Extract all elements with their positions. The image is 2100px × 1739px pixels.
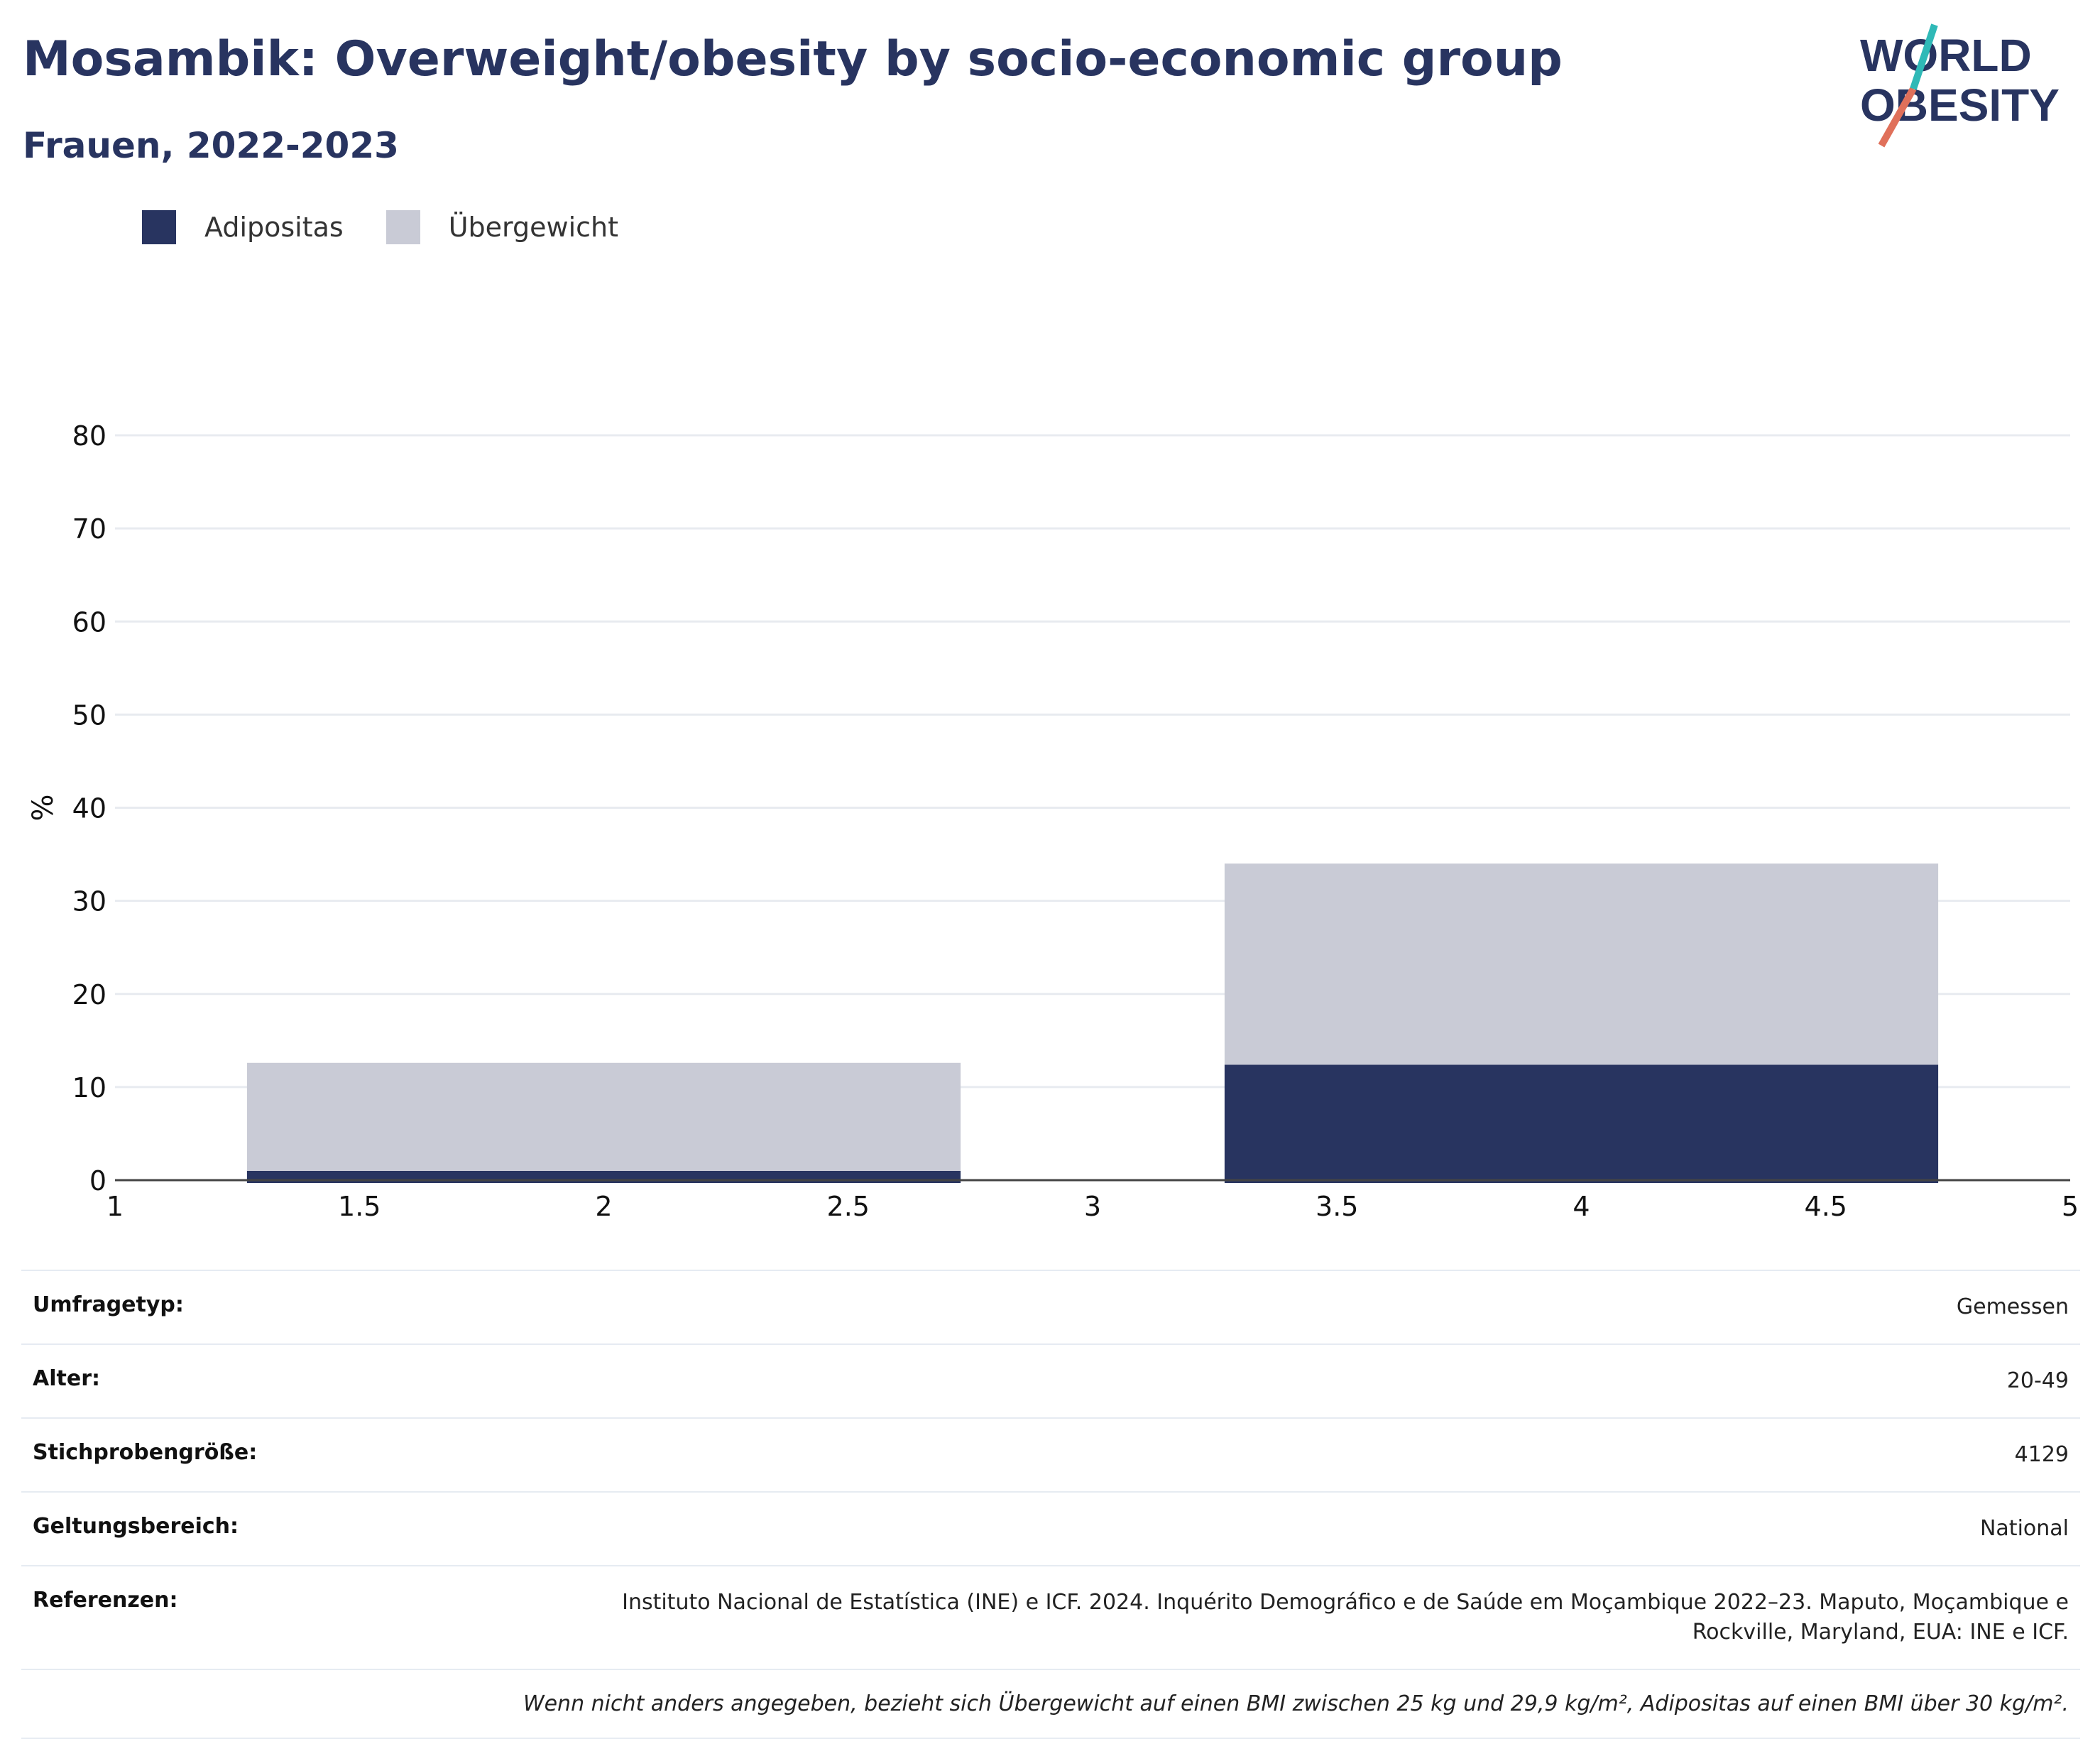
info-row-references: Referenzen: Instituto Nacional de Estatí… [21,1565,2080,1669]
legend-item-overweight[interactable]: Übergewicht [385,210,618,244]
definition-note: Wenn nicht anders angegeben, bezieht sic… [21,1669,2080,1739]
y-tick-label-8: 80 [72,420,106,452]
references-line1: Instituto Nacional de Estatística (INE) … [622,1590,2069,1615]
y-tick-label-0: 0 [89,1165,106,1196]
chart-legend: Adipositas Übergewicht [142,210,661,244]
y-tick-label-6: 60 [72,606,106,638]
y-tick-label-3: 30 [72,886,106,917]
references-line2: Rockville, Maryland, EUA: INE e ICF. [1692,1620,2069,1645]
x-tick-label-4: 3 [1084,1191,1101,1222]
y-tick-label-2: 20 [72,979,106,1010]
logo-slash-red [1878,87,1917,148]
references-label: Referenzen: [21,1565,318,1669]
sample-size-value: 4129 [317,1417,2080,1492]
bar-overweight-1 [1224,863,1939,1065]
y-tick-label-5: 50 [72,699,106,731]
logo-text-line2: OBESITY [1860,80,2060,131]
x-tick-label-8: 5 [2062,1191,2079,1222]
scope-value: National [317,1491,2080,1566]
info-row-sample-size: Stichprobengröße: 4129 [21,1417,2080,1492]
legend-swatch-obesity [142,210,176,244]
world-obesity-logo: WORLD OBESITY [1860,23,2060,148]
info-row-note: Wenn nicht anders angegeben, bezieht sic… [21,1669,2080,1739]
page-subtitle: Frauen, 2022-2023 [23,125,399,166]
logo-text-line1: WORLD [1860,30,2032,81]
x-tick-label-6: 4 [1573,1191,1590,1222]
x-tick-label-5: 3.5 [1316,1191,1358,1222]
legend-item-obesity[interactable]: Adipositas [142,210,344,244]
x-tick-label-0: 1 [106,1191,124,1222]
x-tick-label-2: 2 [595,1191,612,1222]
references-value: Instituto Nacional de Estatística (INE) … [317,1565,2080,1669]
survey-type-label: Umfragetyp: [21,1270,318,1344]
x-tick-label-1: 1.5 [338,1191,381,1222]
legend-swatch-overweight [385,210,420,244]
age-value: 20-49 [317,1343,2080,1418]
age-label: Alter: [21,1343,318,1418]
survey-info-table: Umfragetyp: Gemessen Alter: 20-49 Stichp… [21,1270,2080,1739]
legend-label-obesity: Adipositas [204,212,344,243]
bar-obesity-1 [1224,1064,1939,1183]
info-row-age: Alter: 20-49 [21,1343,2080,1418]
x-tick-label-3: 2.5 [827,1191,870,1222]
legend-label-overweight: Übergewicht [448,212,618,243]
scope-label: Geltungsbereich: [21,1491,318,1566]
y-tick-label-1: 10 [72,1072,106,1103]
sample-size-label: Stichprobengröße: [21,1417,318,1492]
info-row-scope: Geltungsbereich: National [21,1491,2080,1566]
logo-slash-teal [1910,23,1938,90]
y-axis-label: % [27,794,60,821]
x-tick-label-7: 4.5 [1805,1191,1847,1222]
survey-type-value: Gemessen [317,1270,2080,1344]
bar-overweight-0 [246,1062,961,1171]
page-title: Mosambik: Overweight/obesity by socio-ec… [23,31,1563,87]
y-tick-label-4: 40 [72,793,106,824]
bar-chart: 0 10 20 30 40 50 60 70 80 1 1.5 2 2.5 3 3.5 4 4.5 5% [27,420,2079,1222]
info-row-survey-type: Umfragetyp: Gemessen [21,1270,2080,1344]
y-tick-label-7: 70 [72,513,106,545]
